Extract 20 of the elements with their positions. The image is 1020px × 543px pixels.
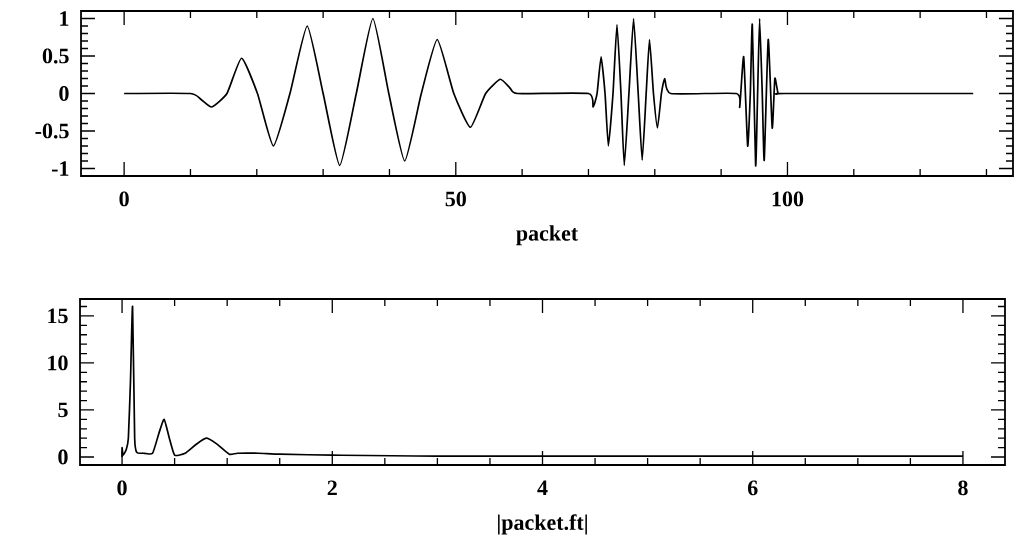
x-tick-label: 0 bbox=[117, 480, 127, 496]
x-tick-label: 50 bbox=[445, 191, 466, 207]
y-tick-label: 10 bbox=[48, 355, 68, 371]
y-tick-label: 0 bbox=[58, 449, 68, 465]
x-tick-label: 100 bbox=[772, 191, 804, 207]
x-tick-label: 4 bbox=[537, 480, 548, 495]
y-tick-label: 0 bbox=[59, 86, 69, 101]
x-tick-label: 8 bbox=[958, 480, 968, 496]
x-tick-label: 0 bbox=[119, 191, 129, 207]
y-tick-label: 0.5 bbox=[42, 48, 69, 64]
x-tick-label: 6 bbox=[747, 480, 758, 496]
x-axis-title: packet bbox=[516, 225, 579, 246]
x-tick-label: 2 bbox=[327, 480, 337, 496]
x-axis-title: |packet.ft| bbox=[498, 514, 587, 535]
line-series bbox=[123, 17, 975, 167]
y-tick-label: 1 bbox=[60, 11, 69, 26]
y-tick-label: -1 bbox=[51, 161, 69, 176]
y-tick-label: -0.5 bbox=[35, 123, 69, 139]
y-tick-label: 5 bbox=[58, 402, 68, 418]
y-tick-label: 15 bbox=[48, 308, 68, 324]
